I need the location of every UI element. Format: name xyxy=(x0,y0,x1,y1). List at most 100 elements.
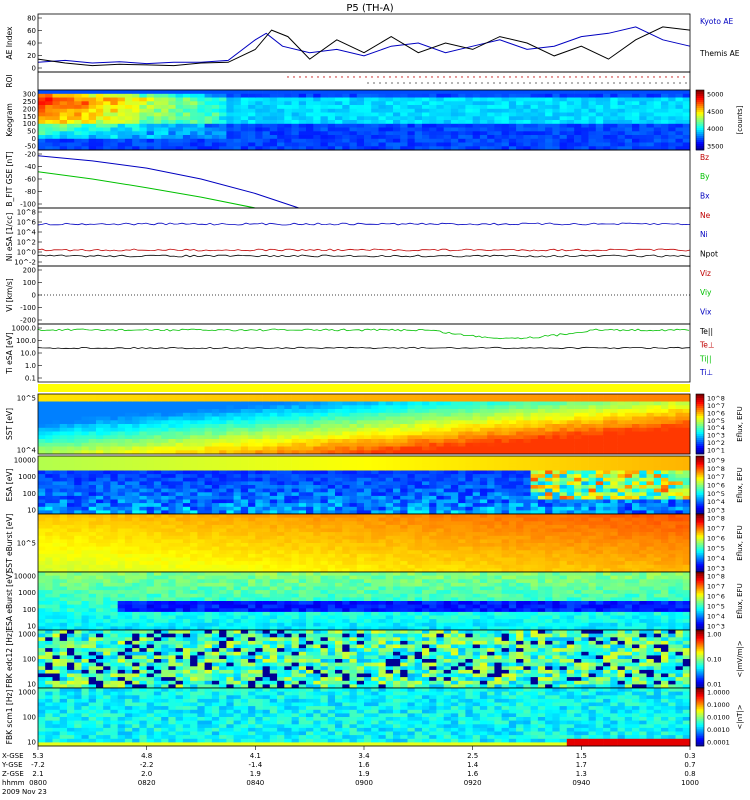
heatmap-cell xyxy=(211,492,220,497)
heatmap-cell xyxy=(639,459,647,464)
heatmap-cell xyxy=(342,459,350,464)
heatmap-cell xyxy=(574,116,582,121)
heatmap-cell xyxy=(458,135,466,140)
heatmap-cell xyxy=(487,435,495,440)
heatmap-cell xyxy=(96,427,104,432)
heatmap-cell xyxy=(588,506,597,511)
heatmap-cell xyxy=(248,146,256,151)
heatmap-cell xyxy=(624,427,633,432)
heatmap-cell xyxy=(306,101,314,106)
heatmap-cell xyxy=(255,405,263,410)
heatmap-cell xyxy=(552,435,560,440)
heatmap-cell xyxy=(407,120,416,125)
heatmap-cell xyxy=(458,435,466,440)
heatmap-cell xyxy=(523,108,531,113)
heatmap-cell xyxy=(45,131,53,136)
heatmap-cell xyxy=(371,101,379,106)
heatmap-cell xyxy=(132,420,140,425)
heatmap-cell xyxy=(617,101,626,106)
heatmap-cell xyxy=(110,116,118,121)
heatmap-cell xyxy=(385,135,394,140)
heatmap-cell xyxy=(226,397,234,402)
heatmap-cell xyxy=(52,517,61,522)
heatmap-cell xyxy=(248,510,256,515)
heatmap-cell xyxy=(436,397,444,402)
colorbar-tick: 10^9 xyxy=(707,457,725,465)
heatmap-cell xyxy=(161,495,169,500)
heatmap-cell xyxy=(124,146,133,151)
heatmap-cell xyxy=(516,495,524,500)
heatmap-cell xyxy=(132,416,140,421)
heatmap-cell xyxy=(378,146,387,151)
heatmap-cell xyxy=(414,405,423,410)
heatmap-cell xyxy=(668,401,676,406)
heatmap-cell xyxy=(197,420,205,425)
colorbar-cell xyxy=(696,500,704,503)
heatmap-cell xyxy=(168,131,176,136)
heatmap-cell xyxy=(110,146,118,151)
heatmap-cell xyxy=(81,450,90,455)
heatmap-cell xyxy=(479,120,488,125)
heatmap-cell xyxy=(96,116,104,121)
heatmap-cell xyxy=(96,474,104,479)
heatmap-cell xyxy=(204,442,213,447)
heatmap-cell xyxy=(313,123,321,128)
heatmap-cell xyxy=(190,431,198,436)
heatmap-cell xyxy=(182,499,191,504)
heatmap-cell xyxy=(603,499,611,504)
heatmap-cell xyxy=(617,409,626,414)
heatmap-cell xyxy=(255,510,263,515)
heatmap-cell xyxy=(682,412,691,417)
heatmap-cell xyxy=(81,532,90,537)
heatmap-cell xyxy=(356,105,365,110)
heatmap-cell xyxy=(219,93,227,98)
heatmap-cell xyxy=(74,521,82,526)
heatmap-cell xyxy=(523,93,531,98)
heatmap-cell xyxy=(675,439,684,444)
heatmap-cell xyxy=(190,446,198,451)
heatmap-cell xyxy=(487,123,495,128)
heatmap-cell xyxy=(610,405,618,410)
heatmap-cell xyxy=(197,459,205,464)
heatmap-cell xyxy=(190,488,198,493)
heatmap-cell xyxy=(624,477,633,482)
heatmap-cell xyxy=(414,116,423,121)
heatmap-cell xyxy=(103,481,111,486)
heatmap-cell xyxy=(356,466,365,471)
heatmap-cell xyxy=(262,412,271,417)
heatmap-cell xyxy=(364,459,372,464)
heatmap-cell xyxy=(233,397,242,402)
heatmap-cell xyxy=(88,561,97,566)
roi-dot xyxy=(589,82,591,84)
heatmap-cell xyxy=(537,474,546,479)
heatmap-cell xyxy=(443,503,452,508)
heatmap-cell xyxy=(400,459,408,464)
heatmap-cell xyxy=(74,463,82,468)
heatmap-cell xyxy=(378,138,387,143)
legend-entry: Viz xyxy=(700,269,711,278)
y-tick-label: 40 xyxy=(27,40,36,48)
heatmap-cell xyxy=(479,442,488,447)
heatmap-cell xyxy=(248,474,256,479)
heatmap-cell xyxy=(342,116,350,121)
heatmap-cell xyxy=(74,550,82,555)
heatmap-cell xyxy=(458,131,466,136)
heatmap-cell xyxy=(552,405,560,410)
heatmap-cell xyxy=(117,405,126,410)
heatmap-cell xyxy=(306,112,314,117)
heatmap-cell xyxy=(52,439,61,444)
heatmap-cell xyxy=(320,405,329,410)
heatmap-cell xyxy=(661,499,669,504)
heatmap-cell xyxy=(378,116,387,121)
colorbar-cell xyxy=(696,461,704,464)
heatmap-cell xyxy=(632,116,640,121)
heatmap-cell xyxy=(219,431,227,436)
heatmap-cell xyxy=(414,397,423,402)
heatmap-cell xyxy=(67,463,75,468)
heatmap-cell xyxy=(537,105,546,110)
heatmap-cell xyxy=(168,524,176,529)
heatmap-cell xyxy=(653,424,662,429)
heatmap-cell xyxy=(96,485,104,489)
heatmap-cell xyxy=(132,427,140,432)
heatmap-cell xyxy=(291,503,300,508)
